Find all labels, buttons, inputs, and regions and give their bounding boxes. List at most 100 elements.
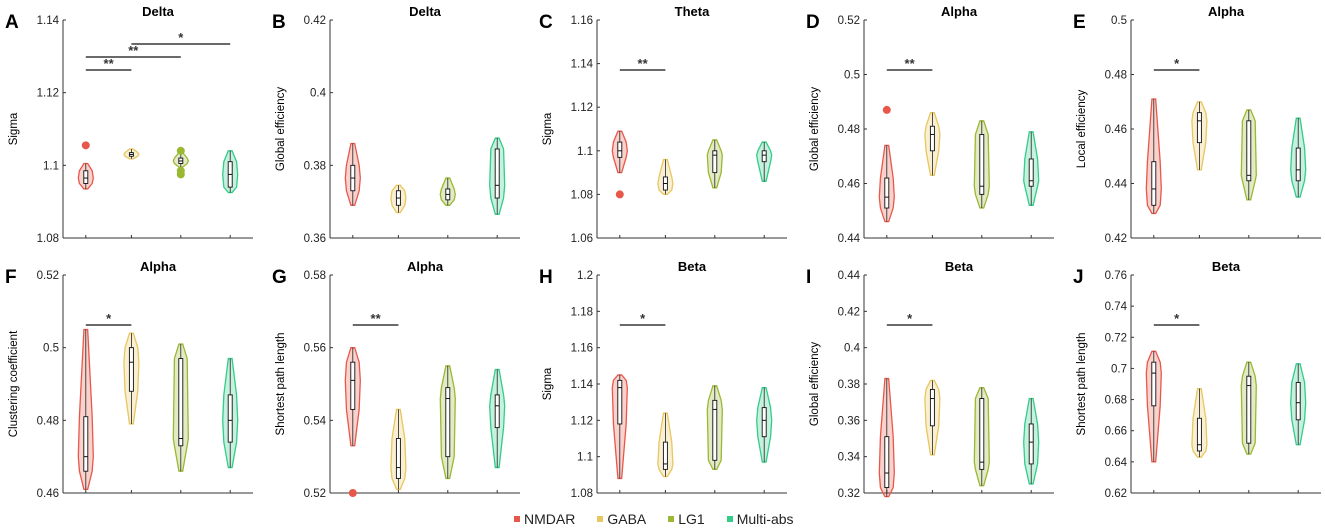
iqr-box [884,436,890,488]
violin-multi-abs [756,141,773,182]
violin-lg1 [172,343,189,472]
iqr-box [494,394,500,429]
iqr-box [761,150,767,163]
panel-letter: F [5,267,17,288]
significance-label: * [640,311,646,326]
panel-title: Beta [945,259,974,274]
violin-gaba [390,408,407,491]
y-tick-label: 0.5 [1111,15,1127,27]
violin-multi-abs [489,368,506,469]
panel-b: B Delta Global efficiency 0.36 0.38 0.4 0.42 [272,4,520,245]
y-axis-label: Global efficiency [809,342,821,426]
y-tick-label: 0.46 [37,488,59,500]
y-tick-label: 0.48 [37,415,59,427]
violin-nmdar [611,130,628,199]
y-tick-label: 1.08 [571,189,593,201]
y-tick-label: 0.38 [838,379,860,391]
panel-f: F Alpha Clustering coefficient 0.46 0.48 0.5 0… [5,259,253,500]
violin-nmdar [77,141,94,190]
significance-label: ** [638,56,649,71]
legend-label-gaba: GABA [607,511,647,527]
panel-title: Delta [409,4,442,19]
y-tick-label: 0.44 [1105,179,1128,191]
outlier-point [81,141,90,150]
iqr-box [128,347,134,392]
y-tick-label: 0.42 [1105,233,1127,245]
y-tick-label: 0.32 [838,488,860,500]
violin-nmdar [878,377,895,498]
violin-multi-abs [1023,397,1040,485]
legend-item-gaba: GABA [597,511,646,527]
y-axis-label: Local efficiency [1076,90,1088,169]
panel-c: C Theta Sigma 1.06 1.08 1.1 1.12 1.14 1.16 ** [539,4,787,245]
violin-nmdar [344,142,361,206]
iqr-box [227,394,233,443]
y-axis-label: Clustering coefficient [8,330,20,437]
panel-g: G Alpha Shortest path length 0.52 0.54 0.56 0.… [272,259,520,500]
y-tick-label: 1.2 [577,270,593,282]
violin-nmdar [611,374,628,480]
violin-lg1 [1240,361,1257,455]
legend-item-multi-abs: Multi-abs [726,511,794,527]
legend-label-multi-abs: Multi-abs [736,511,794,527]
violin-lg1 [973,386,990,487]
y-axis-label: Shortest path length [1076,333,1088,436]
significance-label: ** [104,56,115,71]
violin-lg1 [706,139,723,189]
y-tick-label: 0.4 [844,343,861,355]
panel-title: Delta [142,4,175,19]
violin-gaba [1191,388,1208,458]
legend-swatch-lg1 [668,516,675,522]
panel-letter: I [806,267,811,288]
significance-label: * [106,311,112,326]
y-axis-label: Shortest path length [275,333,287,436]
y-tick-label: 0.74 [1105,301,1128,313]
y-tick-label: 0.52 [304,488,326,500]
y-tick-label: 0.5 [844,70,860,82]
violin-multi-abs [1290,363,1307,446]
violin-gaba [924,379,941,456]
iqr-box [979,398,985,470]
legend-swatch-gaba [597,516,604,522]
y-tick-label: 0.5 [43,343,59,355]
iqr-box [1196,112,1202,144]
iqr-box [1028,423,1034,465]
y-tick-label: 0.72 [1105,332,1127,344]
legend-label-lg1: LG1 [678,511,705,527]
violin-multi-abs [489,137,506,216]
violin-lg1 [706,385,723,471]
outlier-point [348,489,357,497]
violin-lg1 [439,177,456,206]
iqr-box [395,438,401,479]
iqr-box [1028,158,1034,187]
y-tick-label: 1.18 [571,306,593,318]
panel-letter: H [539,267,553,288]
y-axis-label: Global efficiency [809,87,821,171]
iqr-box [1196,417,1202,452]
legend-swatch-multi-abs [726,516,733,522]
significance-label: * [1174,311,1180,326]
y-tick-label: 0.46 [838,179,860,191]
panel-title: Alpha [140,259,177,274]
y-tick-label: 0.68 [1105,395,1127,407]
y-tick-label: 0.44 [838,233,861,245]
legend: NMDAR GABA LG1 Multi-abs [514,510,794,528]
y-tick-label: 1.16 [571,15,593,27]
iqr-box [494,148,500,199]
y-axis-label: Sigma [8,112,20,145]
iqr-box [83,416,89,472]
y-tick-label: 0.36 [304,233,326,245]
iqr-box [712,150,718,174]
outlier-point [615,190,624,199]
figure-grid: ADeltaSigma1.081.11.121.14*****BDeltaGlo… [5,4,1321,500]
significance-label: ** [128,43,139,58]
significance-label: * [178,30,184,45]
iqr-box [761,407,767,438]
y-tick-label: 1.1 [43,160,59,172]
violin-nmdar [344,347,361,497]
y-tick-label: 0.34 [838,452,861,464]
panel-title: Beta [1212,259,1241,274]
iqr-box [1295,381,1301,421]
iqr-box [1295,147,1301,182]
